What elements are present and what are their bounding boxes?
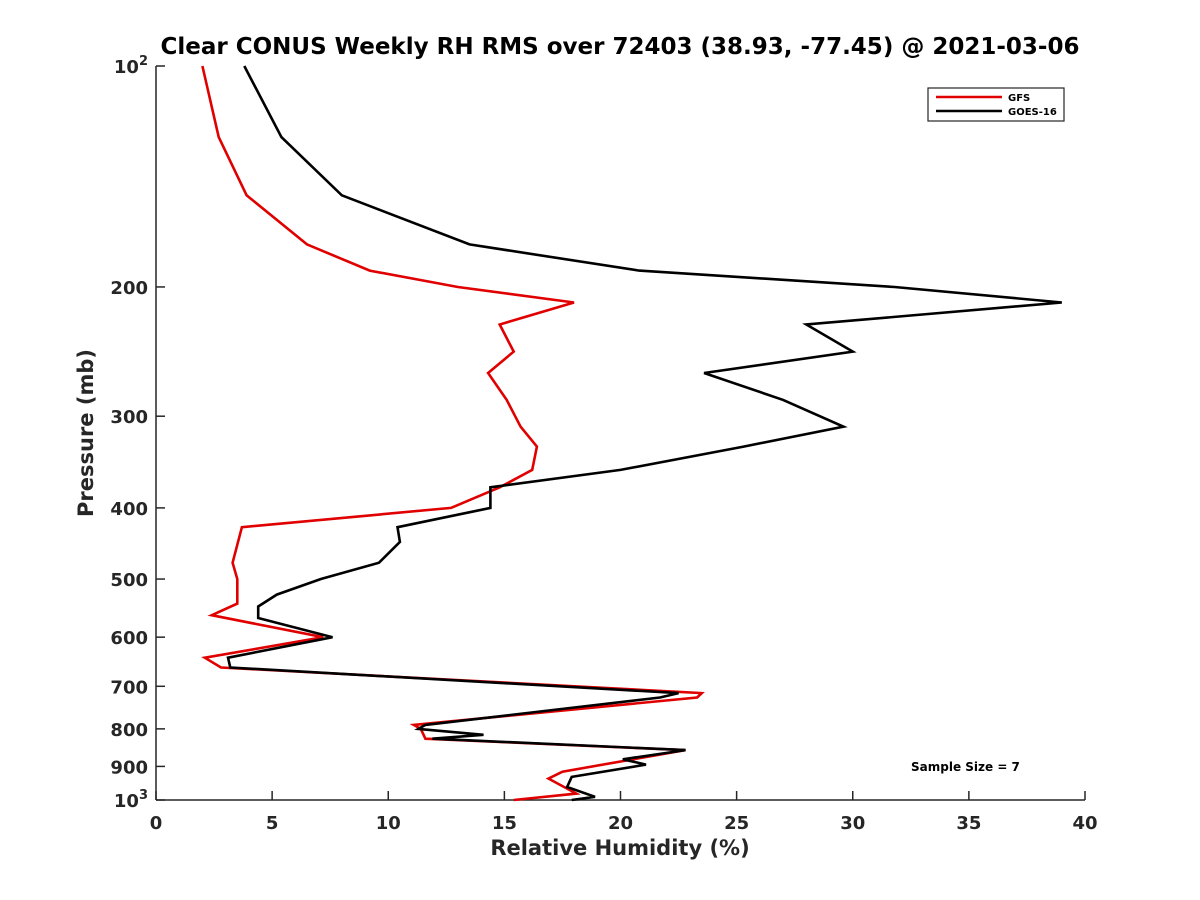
- legend: GFS GOES-16: [927, 87, 1065, 122]
- y-axis-label: Pressure (mb): [74, 349, 98, 517]
- chart-title: Clear CONUS Weekly RH RMS over 72403 (38…: [161, 34, 1080, 60]
- y-tick-label: 400: [110, 499, 148, 520]
- sample-size-annotation: Sample Size = 7: [911, 760, 1020, 774]
- x-tick-label: 5: [266, 813, 279, 834]
- legend-label-gfs: GFS: [1008, 93, 1030, 104]
- x-axis-label: Relative Humidity (%): [490, 836, 749, 860]
- y-tick-label: 500: [110, 570, 148, 591]
- plot-area: 0 5 10 15 20 25 30 35 40 10220030040050060070080…: [110, 54, 1097, 834]
- x-tick-label: 40: [1072, 813, 1097, 834]
- x-ticks: 0 5 10 15 20 25 30 35 40: [150, 791, 1098, 834]
- y-tick-label-exponent: 3: [139, 788, 148, 803]
- y-tick-label-base: 10: [114, 57, 139, 78]
- series-line-goes16: [226, 65, 1062, 802]
- x-tick-label: 10: [376, 813, 401, 834]
- x-tick-label: 35: [956, 813, 981, 834]
- x-tick-label: 30: [840, 813, 865, 834]
- y-tick-label: 900: [110, 757, 148, 778]
- y-tick-label: 300: [110, 407, 148, 428]
- series-line-gfs: [201, 65, 705, 802]
- x-tick-label: 15: [492, 813, 517, 834]
- y-tick-label: 200: [110, 278, 148, 299]
- legend-label-goes16: GOES-16: [1008, 107, 1057, 118]
- y-tick-label: 102: [114, 54, 148, 78]
- y-tick-label-exponent: 2: [139, 54, 148, 69]
- legend-box: [927, 87, 1065, 122]
- y-tick-label-base: 10: [114, 791, 139, 812]
- y-tick-label: 600: [110, 628, 148, 649]
- x-tick-label: 25: [724, 813, 749, 834]
- y-tick-label: 103: [114, 788, 148, 812]
- x-tick-label: 20: [608, 813, 633, 834]
- x-tick-label: 0: [150, 813, 163, 834]
- y-tick-label: 700: [110, 677, 148, 698]
- y-tick-label: 800: [110, 720, 148, 741]
- series-lines: [201, 65, 1062, 802]
